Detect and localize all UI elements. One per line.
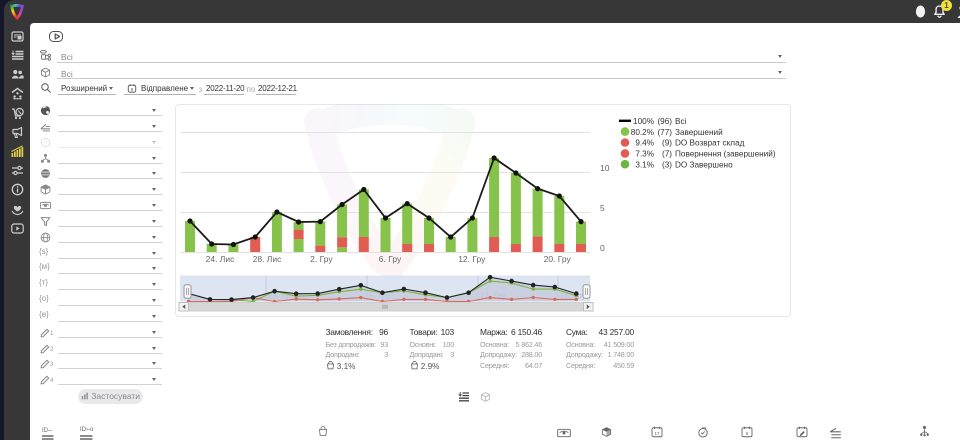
svg-text:?: ?: [44, 140, 48, 147]
svg-text:6: 6: [746, 431, 749, 436]
svg-text:12. Гру: 12. Гру: [458, 254, 486, 264]
svg-text:2. Гру: 2. Гру: [310, 254, 333, 264]
svg-text:(7): (7): [662, 150, 672, 159]
svg-text:0: 0: [600, 243, 605, 253]
svg-text:(77): (77): [657, 128, 672, 137]
svg-text:6: 6: [131, 87, 134, 92]
svg-text:20. Гру: 20. Гру: [544, 254, 572, 264]
svg-text:(96): (96): [657, 117, 672, 126]
svg-text:(3): (3): [662, 160, 672, 169]
svg-text:80.2%: 80.2%: [631, 128, 654, 137]
svg-text:Завершений: Завершений: [675, 128, 723, 137]
svg-text:5: 5: [600, 203, 605, 213]
svg-text:100%: 100%: [633, 117, 654, 126]
svg-text:DO Возврат склад: DO Возврат склад: [675, 139, 745, 148]
svg-text:24. Лис: 24. Лис: [206, 254, 236, 264]
svg-text:Всі: Всі: [675, 117, 687, 126]
svg-text:Повернення (завершений): Повернення (завершений): [675, 150, 776, 159]
svg-text:28. Лис: 28. Лис: [253, 254, 283, 264]
svg-text:9.4%: 9.4%: [635, 139, 654, 148]
svg-text:6. Гру: 6. Гру: [379, 254, 402, 264]
svg-text:17: 17: [654, 431, 660, 436]
svg-text:7.3%: 7.3%: [635, 150, 654, 159]
svg-text:10: 10: [600, 163, 610, 173]
svg-text:(9): (9): [662, 139, 672, 148]
svg-text:3.1%: 3.1%: [635, 160, 654, 169]
svg-text:DO Завершено: DO Завершено: [675, 160, 733, 169]
